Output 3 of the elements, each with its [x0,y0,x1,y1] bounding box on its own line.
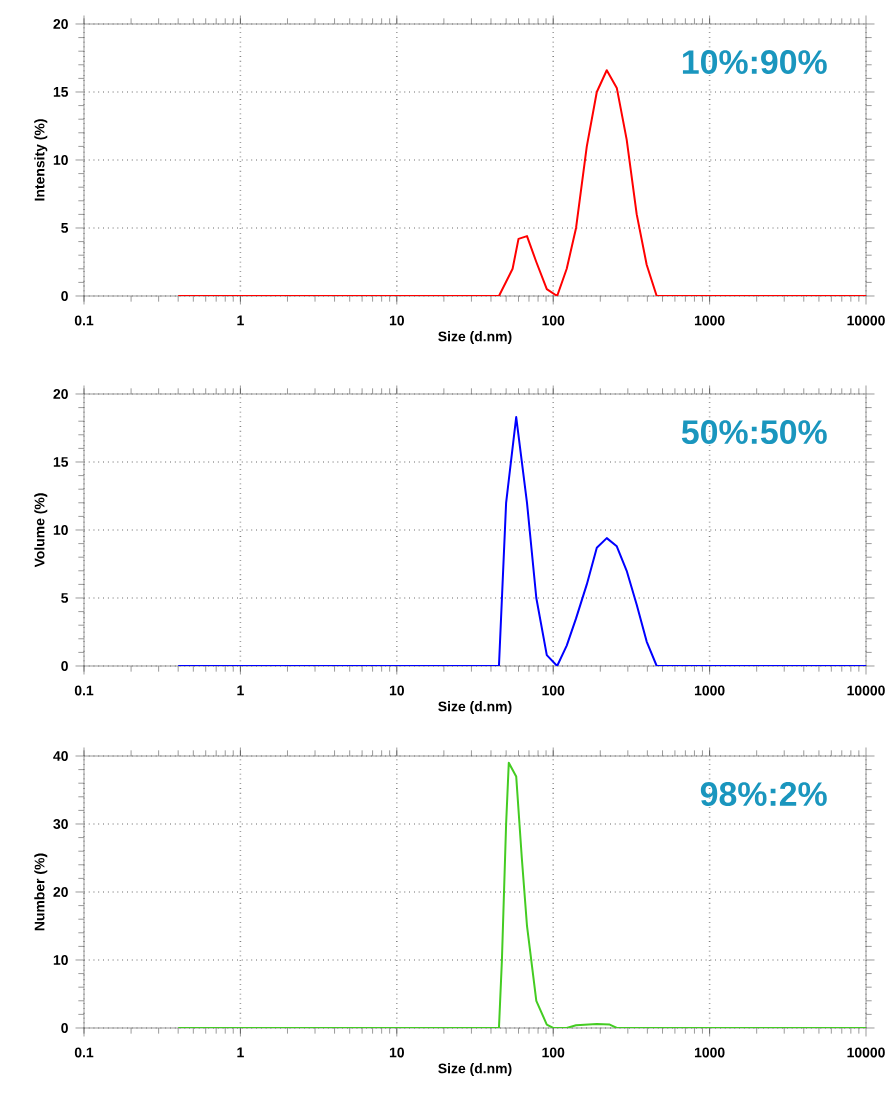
annotation: 98%:2% [700,782,827,807]
annotation: 10%:90% [682,50,827,75]
annotation: 50%:50% [681,420,827,445]
